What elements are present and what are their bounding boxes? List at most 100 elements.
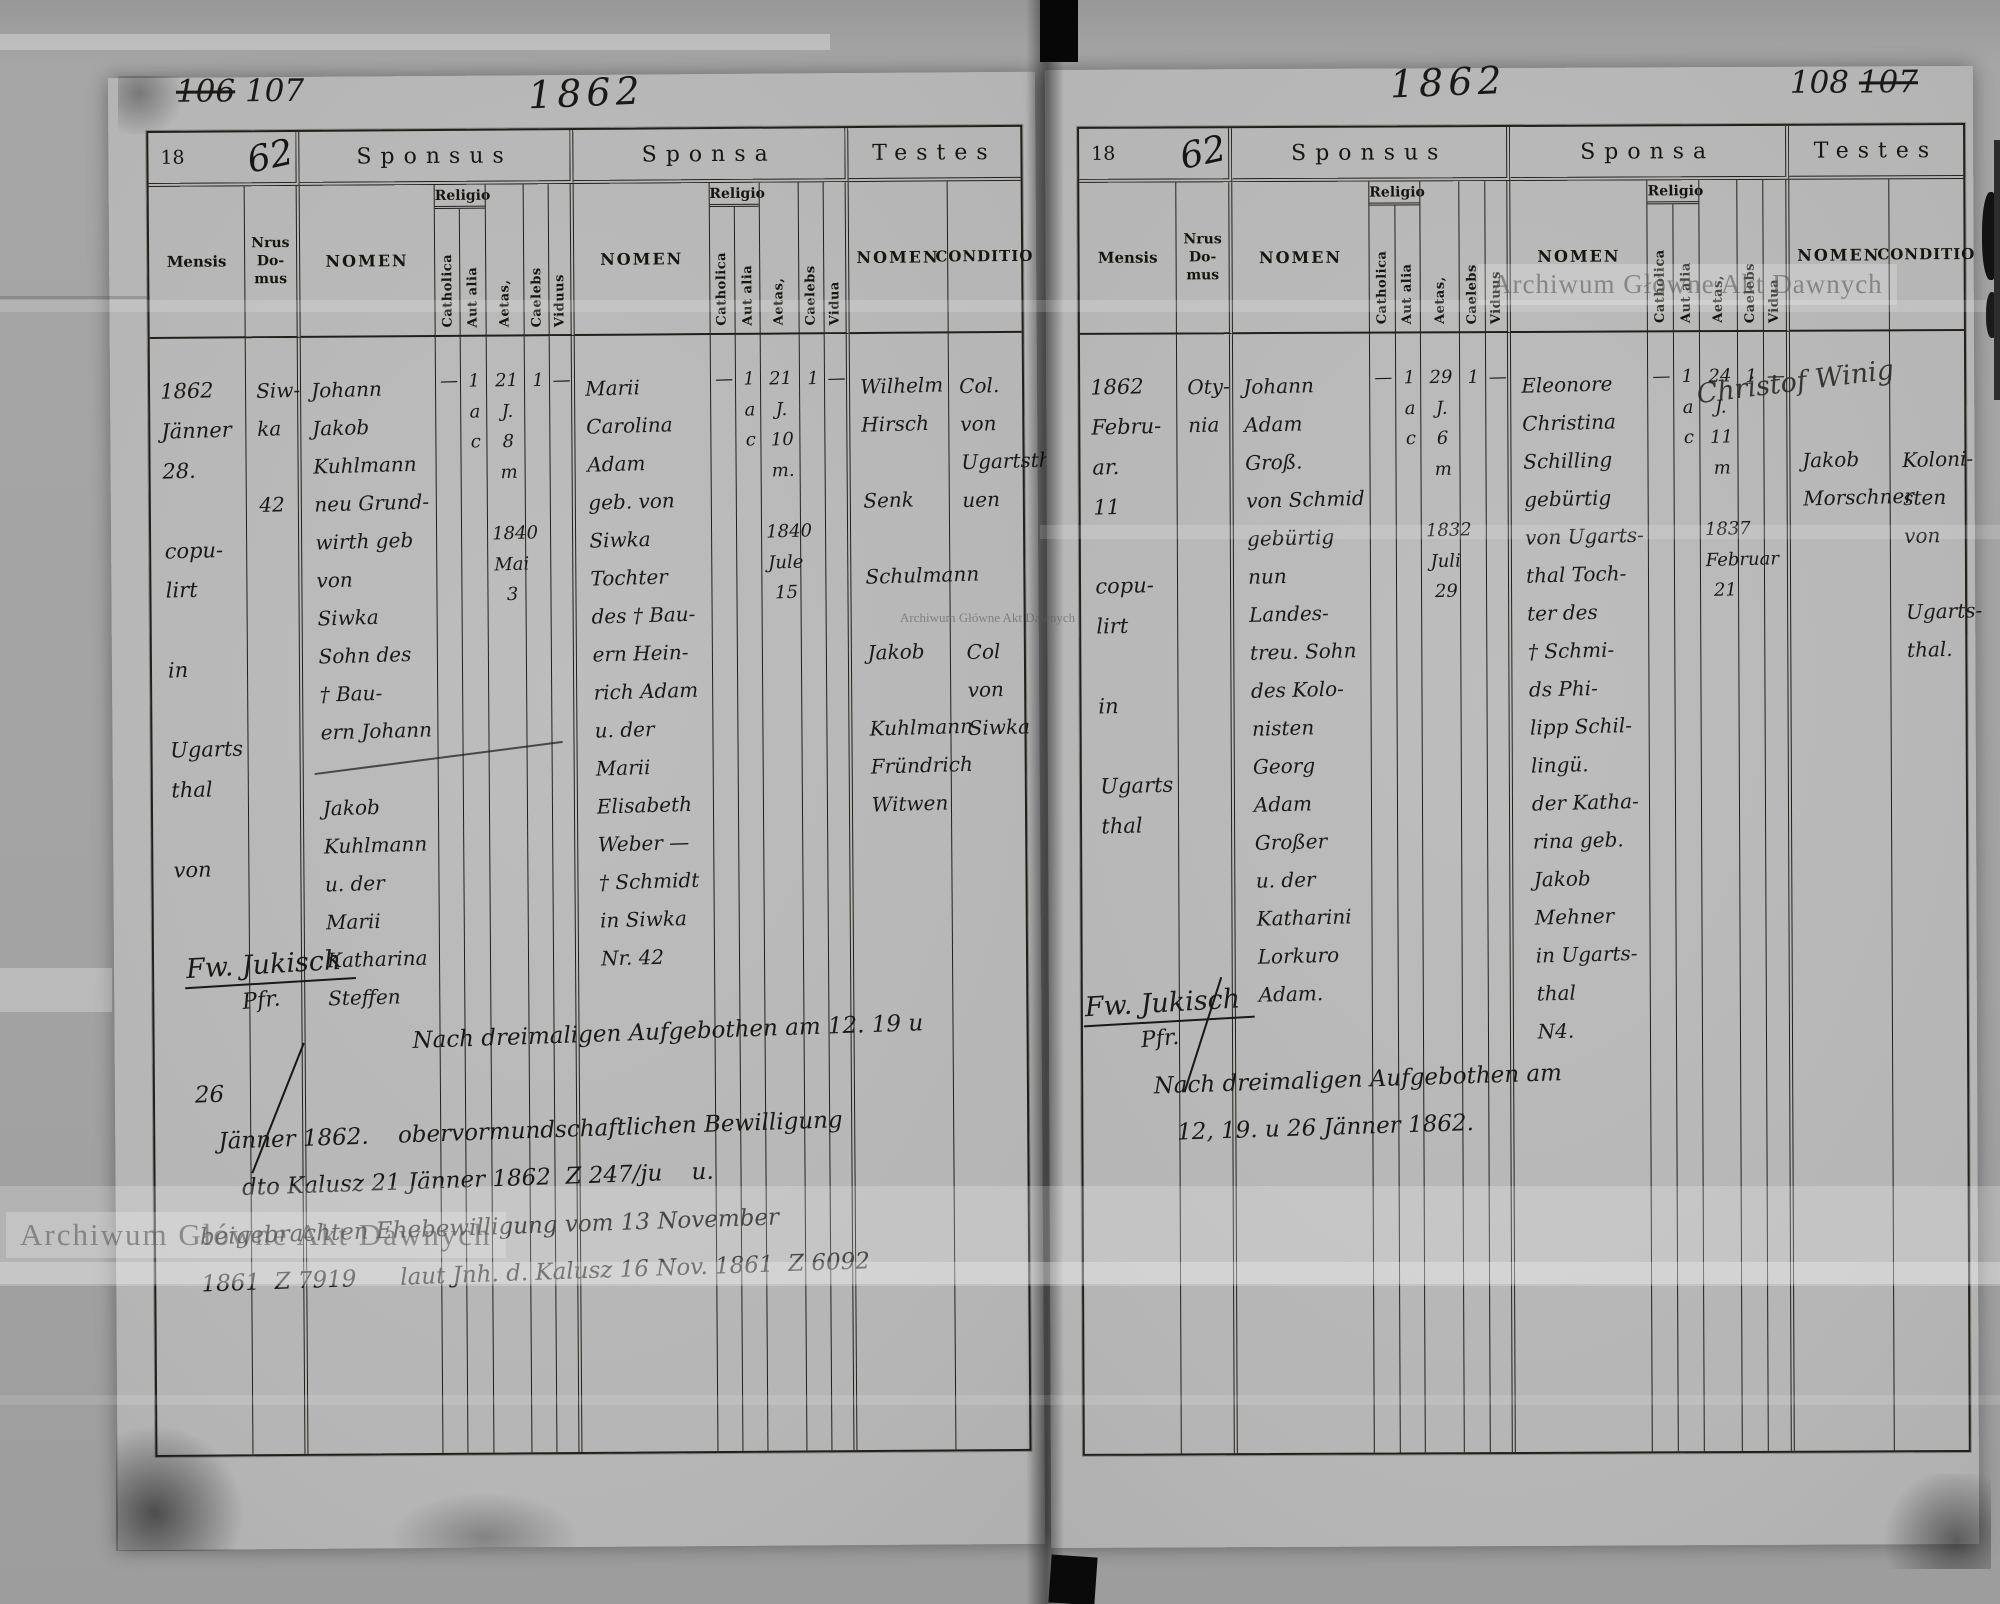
col-header-conditio: CONDITIO	[1877, 179, 1975, 332]
col-header-nomen-testes: NOMEN	[848, 181, 949, 335]
col-header-aut-alia: Aut alia	[739, 264, 756, 326]
col-header-nomen-sponsa: NOMEN	[574, 183, 711, 336]
year-title: 1862	[527, 68, 646, 118]
entry-sponsus-nomen: Johann Adam Groß. von Schmid gebürtig nu…	[1242, 373, 1365, 1007]
entry-nrus-domus: Oty- nia	[1187, 374, 1231, 438]
year-printed: 18	[160, 146, 185, 169]
col-header-nomen-sponsa: NOMEN	[1510, 180, 1649, 333]
col-header-conditio: CONDITIO	[935, 180, 1033, 334]
spine-ink-mark-top	[1040, 0, 1078, 62]
entry-sponsus-viduus: —	[552, 369, 572, 392]
folio-number-old: 107	[1858, 64, 1919, 101]
pastor-title: Pfr.	[241, 986, 282, 1015]
col-header-aetas: Aetas,	[497, 279, 513, 328]
col-header-nrus-domus: Nrus Do- mus	[251, 234, 290, 288]
col-header-mensis: Mensis	[1079, 182, 1178, 335]
register-page-left: 106 107 1862 18 62 Sponsus Sponsa Testes…	[107, 68, 1071, 1551]
section-header-sponsus: Sponsus	[299, 130, 575, 186]
marriage-register-table-right: 18 62 Sponsus Sponsa Testes Mensis Nrus …	[1077, 123, 1983, 1456]
col-group-religio-sponsa: Religio Catholica Aut alia	[709, 182, 765, 336]
col-header-nrus-domus: Nrus Do- mus	[1183, 230, 1222, 284]
col-header-caelebs: Caelebs	[528, 267, 545, 328]
entry-sponsus-aut-alia: 1 a c	[468, 370, 482, 453]
section-header-testes: Testes	[1788, 125, 1964, 180]
entry-sponsus-caelebs: 1	[1467, 366, 1480, 389]
col-header-religio: Religio	[1647, 180, 1703, 205]
entry-sponsus-caelebs: 1	[531, 369, 544, 392]
col-header-vidua: Vidua	[1767, 278, 1783, 323]
pastor-signature: Fw. Jukisch	[1082, 982, 1256, 1028]
col-header-religio: Religio	[1369, 181, 1425, 206]
col-header-caelebs: Caelebs	[803, 265, 819, 326]
folio-number-new: 108	[1789, 64, 1850, 101]
col-header-aetas: Aetas,	[1710, 275, 1726, 324]
section-header-testes: Testes	[848, 126, 1021, 183]
entry-testes-conditio: Col. von Ugartstha- uen Col von Siwka	[958, 373, 1071, 740]
col-group-religio-sponsus: Religio Catholica Aut alia	[1369, 181, 1425, 334]
col-header-nomen-sponsus: NOMEN	[1232, 181, 1370, 335]
col-header-aut-alia: Aut alia	[1400, 263, 1416, 325]
folio-number-left: 106 107	[176, 73, 304, 110]
col-header-religio: Religio	[709, 182, 765, 208]
edge-shadow	[1994, 140, 2000, 400]
edge-ink-blotch	[1986, 292, 1998, 338]
section-header-sponsa: Sponsa	[573, 128, 849, 185]
entry-sponsa-vidua: —	[827, 367, 846, 390]
col-header-religio: Religio	[434, 184, 490, 209]
col-group-religio-sponsus: Religio Catholica Aut alia	[434, 184, 490, 337]
entry-testes-nomen: Wilhelm Hirsch Senk Schulmann Jakob Kuhl…	[859, 372, 980, 817]
pastor-signature-block: Fw. Jukisch Pfr.	[1082, 982, 1256, 1054]
entry-sponsus-aut-alia: 1 a c	[1402, 367, 1416, 450]
pastor-signature-block: Fw. Jukisch Pfr.	[183, 944, 357, 1015]
col-header-catholica: Catholica	[1374, 250, 1390, 325]
col-header-nomen-testes: NOMEN	[1789, 179, 1890, 332]
folio-number-new: 107	[244, 72, 305, 110]
entry-sponsa-caelebs: 1	[806, 367, 819, 390]
scan-streak	[0, 34, 830, 50]
col-header-viduus: Viduus	[1488, 270, 1504, 325]
entry-nrus-domus: Siw- ka 42	[255, 377, 301, 517]
entry-sponsa-nomen: Eleonore Christina Schilling gebürtig vo…	[1521, 371, 1645, 1044]
entry-sponsa-nomen: Marii Carolina Adam geb. von Siwka Tocht…	[585, 375, 701, 971]
spine-ink-mark-bottom	[1048, 1554, 1098, 1604]
entry-sponsa-catholica: —	[714, 368, 733, 390]
col-group-religio-sponsa: Religio Catholica Aut alia	[1647, 180, 1703, 333]
pastor-signature: Fw. Jukisch	[183, 944, 357, 990]
folio-number-right: 108 107	[1790, 64, 1918, 101]
section-header-sponsus: Sponsus	[1231, 127, 1511, 183]
edge-ink-blotch	[1982, 192, 2000, 280]
col-header-caelebs: Caelebs	[1464, 263, 1480, 325]
col-header-catholica: Catholica	[1652, 249, 1669, 324]
entry-sponsa-catholica: —	[1652, 365, 1671, 388]
entry-sponsus-catholica: —	[1374, 367, 1393, 389]
col-header-viduus: Viduus	[552, 273, 568, 328]
entry-sponsus-nomen: Johann Jakob Kuhlmann neu Grund- wirth g…	[310, 376, 433, 1011]
col-header-catholica: Catholica	[714, 252, 730, 327]
entry-mensis: 1862 Febru- ar. 11 copu- lirt in Ugarts …	[1089, 374, 1174, 839]
entry-sponsus-catholica: —	[439, 370, 459, 392]
year-header-cell: 18 62	[148, 131, 300, 187]
col-header-nomen-sponsus: NOMEN	[299, 184, 436, 338]
entry-mensis: 1862 Jänner 28. copu- lirt in Ugarts tha…	[159, 378, 244, 883]
col-header-aut-alia: Aut alia	[1678, 262, 1694, 324]
year-handwritten: 62	[243, 131, 298, 182]
scan-streak	[0, 968, 112, 1012]
entry-sponsus-viduus: —	[1488, 366, 1507, 389]
entry-sponsa-aut-alia: 1 a c	[742, 368, 757, 451]
year-title: 1862	[1389, 57, 1508, 107]
col-header-aut-alia: Aut alia	[465, 266, 481, 328]
pastor-title: Pfr.	[1139, 1024, 1181, 1054]
folio-number-old: 106	[175, 73, 236, 110]
col-header-caelebs: Caelebs	[1742, 262, 1759, 323]
entry-testes-conditio: Koloni- sten von Ugarts- thal.	[1899, 372, 1983, 663]
year-header-cell: 18 62	[1079, 127, 1233, 183]
col-header-aetas: Aetas,	[1432, 276, 1448, 325]
col-header-aetas: Aetas,	[771, 277, 787, 326]
col-header-vidua: Vidua	[827, 280, 843, 326]
col-header-catholica: Catholica	[439, 254, 456, 328]
marginal-note: Nach dreimaligen Aufgebothen am 12. 19 u…	[192, 1009, 931, 1298]
register-page-right: 108 107 1862 18 62 Sponsus Sponsa Testes…	[1044, 58, 1983, 1549]
year-handwritten: 62	[1176, 127, 1230, 178]
section-header-sponsa: Sponsa	[1510, 125, 1790, 182]
